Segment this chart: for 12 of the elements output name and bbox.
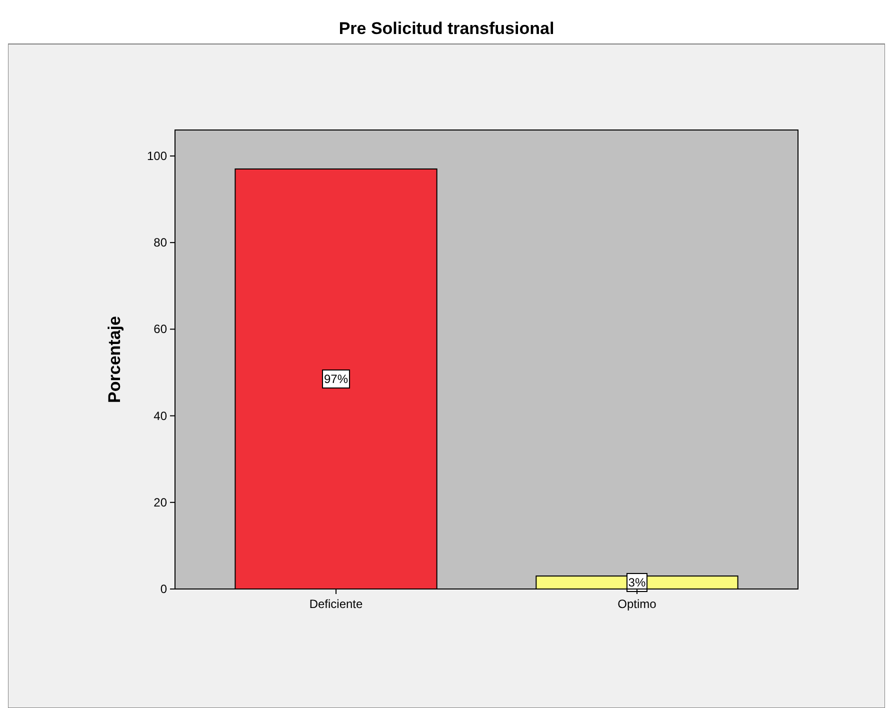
y-tick-label: 20 [154, 495, 168, 510]
y-tick-label: 40 [154, 408, 168, 423]
x-tick-label: Deficiente [309, 597, 364, 611]
data-label: 3% [628, 576, 646, 590]
y-tick-label: 80 [154, 236, 168, 250]
data-label: 97% [324, 372, 348, 386]
y-tick-label: 60 [154, 322, 168, 336]
y-tick-label: 0 [160, 582, 168, 596]
y-tick-label: 100 [146, 148, 168, 163]
y-axis-title: Porcentaje [105, 316, 124, 403]
chart-title: Pre Solicitud transfusional [338, 19, 554, 38]
x-tick-label: Optimo [618, 597, 657, 611]
